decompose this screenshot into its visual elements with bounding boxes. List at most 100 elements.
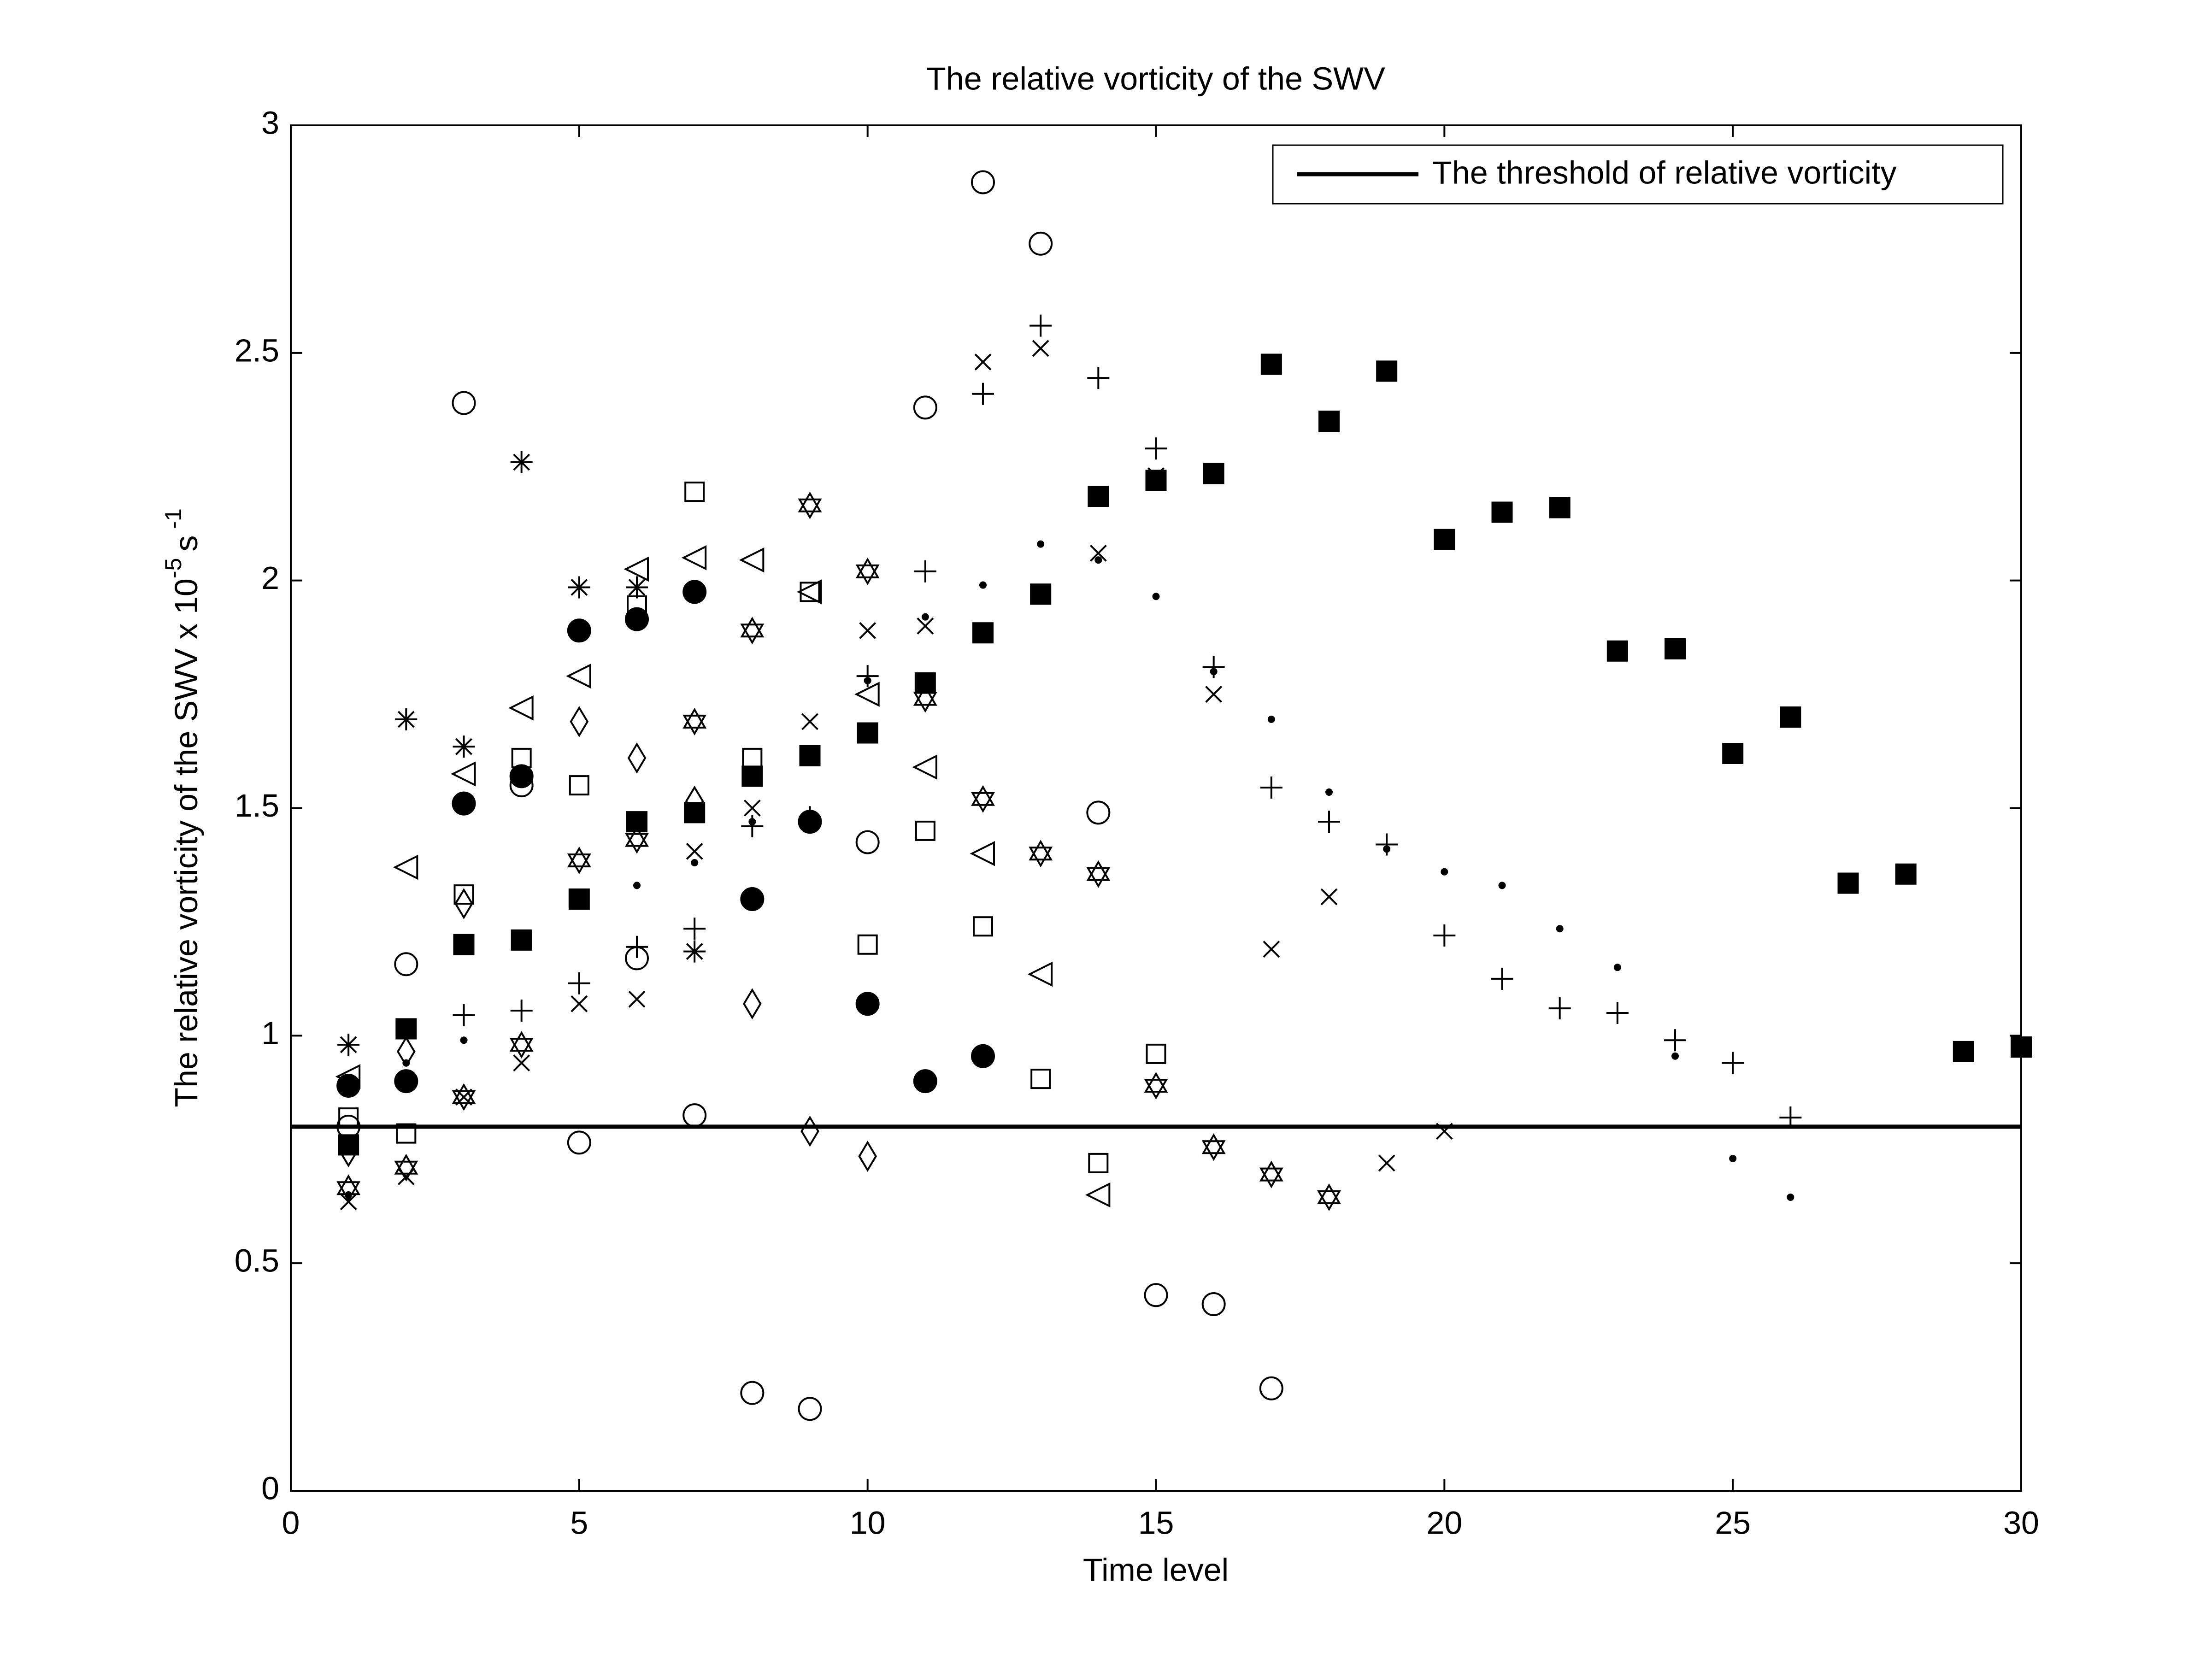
marker [395,708,418,730]
marker [913,685,937,713]
marker [452,791,476,816]
marker [1029,231,1053,256]
y-tick-label: 1.5 [235,788,279,824]
marker [859,622,877,639]
marker [570,706,589,737]
marker [1837,872,1859,894]
marker [568,888,590,910]
y-tick-label: 2 [261,560,279,596]
marker [626,576,648,599]
marker [511,747,532,768]
marker [1032,340,1049,357]
marker [568,972,590,994]
marker [971,785,995,813]
x-tick-label: 10 [850,1505,886,1541]
marker [1606,1001,1629,1024]
marker [1378,1154,1395,1172]
marker [1325,788,1333,796]
marker [742,747,763,768]
marker [683,940,706,963]
marker [1203,463,1224,484]
marker [1317,1183,1341,1211]
marker [1491,967,1513,990]
y-label-text: The relative vorticity of the SWV x 10 [168,578,204,1107]
marker [571,995,588,1012]
marker [1780,706,1801,728]
marker [1087,367,1110,389]
marker [801,713,818,730]
marker [740,887,765,911]
marker [681,545,707,571]
marker [566,663,591,689]
marker [1089,544,1107,562]
marker [684,802,706,824]
marker [740,1381,765,1405]
marker [1088,485,1109,507]
marker [567,847,591,875]
marker [1030,583,1052,605]
marker [1383,845,1391,853]
marker [914,560,936,582]
marker [971,170,995,194]
marker [1441,868,1448,876]
x-tick-label: 20 [1426,1505,1462,1541]
marker [510,1000,533,1022]
marker [509,764,534,788]
y-tick-label: 3 [261,105,279,141]
marker [1029,840,1053,868]
marker [1147,467,1165,484]
marker [741,765,763,787]
marker [394,1069,418,1094]
marker [915,820,935,841]
marker [1556,925,1564,933]
marker [798,491,822,519]
marker [1671,1052,1679,1060]
marker [979,581,987,589]
marker [1210,668,1218,676]
y-tick-label: 1 [261,1015,279,1051]
marker [913,395,937,420]
legend-label: The threshold of relative vorticity [1432,154,1897,190]
marker [857,934,878,955]
marker [798,1397,822,1421]
marker [569,775,589,796]
marker [1263,941,1280,958]
marker [1491,501,1513,523]
y-tick-label: 0 [261,1470,279,1506]
marker [1606,640,1628,662]
marker [972,382,994,405]
marker [628,990,646,1008]
marker [742,988,762,1020]
marker [337,1034,360,1056]
marker [1260,777,1282,799]
marker [970,841,995,866]
marker [1146,1043,1166,1064]
y-axis-label: The relative vorticity of the SWV x 10-5… [160,508,204,1107]
marker [338,1134,359,1156]
marker [743,800,761,817]
marker [684,482,705,502]
marker [800,1115,819,1147]
marker [864,677,871,684]
marker [682,707,707,735]
marker [683,918,706,940]
marker [394,952,418,977]
marker [624,556,649,582]
marker [972,622,994,644]
marker [1722,742,1744,764]
marker [854,682,880,707]
marker [1895,863,1917,885]
marker [1779,1106,1802,1129]
marker [338,1107,359,1128]
marker [626,811,647,833]
chart-title: The relative vorticity of the SWV [926,60,1385,96]
x-tick-label: 25 [1715,1505,1751,1541]
marker [691,859,699,866]
marker [567,1130,591,1155]
marker [454,888,473,919]
marker [1729,1155,1737,1162]
marker [511,929,532,951]
marker [682,1103,707,1128]
marker [973,916,993,937]
marker [1498,882,1506,889]
